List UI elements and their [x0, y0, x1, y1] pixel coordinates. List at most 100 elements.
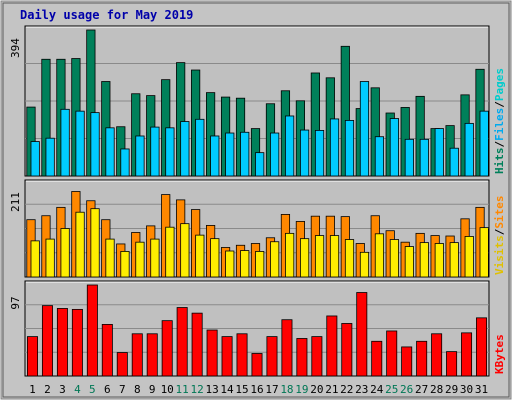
bar-sites-day-31 — [479, 227, 489, 278]
bar-sites-day-12 — [195, 234, 205, 278]
bar-kbytes-day-9 — [146, 333, 158, 377]
panel-kbytes: 97 KBytes — [9, 280, 506, 377]
bar-sites-day-1 — [30, 240, 40, 278]
bar-kbytes-day-22 — [341, 323, 353, 377]
bar-kbytes-day-1 — [26, 336, 38, 377]
bar-kbytes-day-6 — [101, 323, 113, 377]
bar-kbytes-day-5 — [86, 284, 98, 377]
bar-kbytes-day-21 — [326, 315, 338, 377]
bar-files-day-13 — [210, 135, 220, 177]
legend-label-pages: Pages — [493, 68, 506, 101]
bar-kbytes-day-27 — [416, 340, 428, 377]
bar-kbytes-day-3 — [56, 308, 68, 377]
x-label-day-1: 1 — [29, 383, 36, 396]
x-label-day-7: 7 — [119, 383, 126, 396]
x-label-day-27: 27 — [415, 383, 428, 396]
bar-kbytes-day-30 — [461, 332, 473, 377]
x-label-day-9: 9 — [149, 383, 156, 396]
bar-files-day-31 — [479, 110, 489, 177]
bar-sites-day-18 — [285, 232, 295, 278]
legend-label-hits: Hits — [493, 148, 506, 175]
bar-files-day-8 — [135, 135, 145, 177]
x-label-day-17: 17 — [265, 383, 278, 396]
legend-label-sites: Sites — [493, 196, 506, 229]
x-label-day-20: 20 — [310, 383, 323, 396]
bar-files-day-30 — [464, 122, 474, 177]
bar-kbytes-day-13 — [206, 329, 218, 377]
bar-files-day-9 — [150, 126, 160, 177]
x-label-day-6: 6 — [104, 383, 111, 396]
x-label-day-11: 11 — [176, 383, 189, 396]
x-label-day-31: 31 — [475, 383, 488, 396]
x-label-day-28: 28 — [430, 383, 443, 396]
bar-sites-day-2 — [45, 238, 55, 278]
x-label-day-29: 29 — [445, 383, 458, 396]
panel-hits-ymax-label: 394 — [9, 38, 22, 58]
bar-files-day-16 — [255, 152, 265, 177]
legend-label-visits: Visits — [493, 235, 506, 275]
x-label-day-3: 3 — [59, 383, 66, 396]
legend-label-slash: / — [493, 228, 506, 235]
chart-panels: 394Hits/Files/Pages211Visits/Sites97KByt… — [9, 25, 506, 377]
bar-kbytes-day-28 — [431, 333, 443, 377]
x-label-day-22: 22 — [340, 383, 353, 396]
bar-kbytes-day-24 — [371, 340, 383, 377]
x-label-day-30: 30 — [460, 383, 473, 396]
bar-kbytes-day-8 — [131, 333, 143, 377]
legend-label-files: Files — [493, 108, 506, 141]
panel-kbytes-legend: KBytes — [493, 334, 506, 374]
x-label-day-16: 16 — [250, 383, 263, 396]
bar-sites-day-23 — [359, 251, 370, 278]
x-label-day-14: 14 — [220, 383, 234, 396]
legend-label-slash: / — [493, 141, 506, 148]
bar-kbytes-day-29 — [446, 351, 458, 377]
bar-files-day-25 — [389, 118, 399, 177]
bar-kbytes-day-14 — [221, 336, 233, 377]
bar-files-day-27 — [419, 138, 429, 177]
bar-kbytes-day-4 — [71, 308, 83, 377]
bar-files-day-7 — [120, 148, 130, 177]
bar-sites-day-25 — [389, 239, 399, 278]
bar-sites-day-8 — [135, 241, 145, 278]
bar-files-day-6 — [105, 127, 115, 177]
panel-visits-legend-text: Visits/Sites — [493, 196, 506, 276]
bar-sites-day-26 — [404, 246, 414, 278]
x-label-day-18: 18 — [280, 383, 293, 396]
bar-files-day-3 — [60, 108, 70, 177]
x-label-day-8: 8 — [134, 383, 141, 396]
panel-hits-legend-text: Hits/Files/Pages — [493, 68, 506, 174]
bar-files-day-20 — [314, 130, 325, 177]
bar-files-day-1 — [30, 141, 40, 177]
x-label-day-26: 26 — [400, 383, 413, 396]
x-label-day-23: 23 — [355, 383, 368, 396]
bar-files-day-10 — [165, 127, 175, 177]
bar-sites-day-29 — [449, 242, 459, 278]
legend-label-kbytes: KBytes — [493, 334, 506, 374]
bar-kbytes-day-26 — [401, 346, 413, 377]
bar-files-day-14 — [225, 132, 235, 177]
bar-sites-day-7 — [120, 251, 130, 278]
bar-sites-day-24 — [374, 233, 385, 278]
bar-files-day-29 — [449, 147, 459, 177]
x-axis-labels: 1 2 3 4 5 6 7 8 9 10 11 12 13 14 15 16 17 18 19 20 21 22 23 24 2… — [29, 383, 488, 396]
chart-title: Daily usage for May 2019 — [20, 8, 193, 22]
bar-kbytes-day-19 — [296, 338, 308, 377]
bar-files-day-12 — [195, 118, 205, 177]
bar-kbytes-day-25 — [386, 330, 398, 377]
bar-kbytes-day-16 — [251, 353, 263, 377]
bar-sites-day-3 — [60, 228, 70, 278]
bar-kbytes-day-17 — [266, 336, 278, 377]
bar-kbytes-day-2 — [41, 305, 53, 377]
bar-sites-day-10 — [165, 226, 175, 278]
bar-files-day-15 — [240, 131, 250, 177]
bar-files-day-19 — [300, 129, 310, 177]
bar-sites-day-19 — [300, 238, 310, 278]
bar-kbytes-day-31 — [476, 317, 488, 377]
bar-files-day-5 — [90, 112, 100, 177]
bar-files-day-23 — [359, 81, 370, 177]
x-label-day-10: 10 — [161, 383, 174, 396]
bar-files-day-24 — [374, 136, 385, 177]
x-label-day-21: 21 — [325, 383, 338, 396]
